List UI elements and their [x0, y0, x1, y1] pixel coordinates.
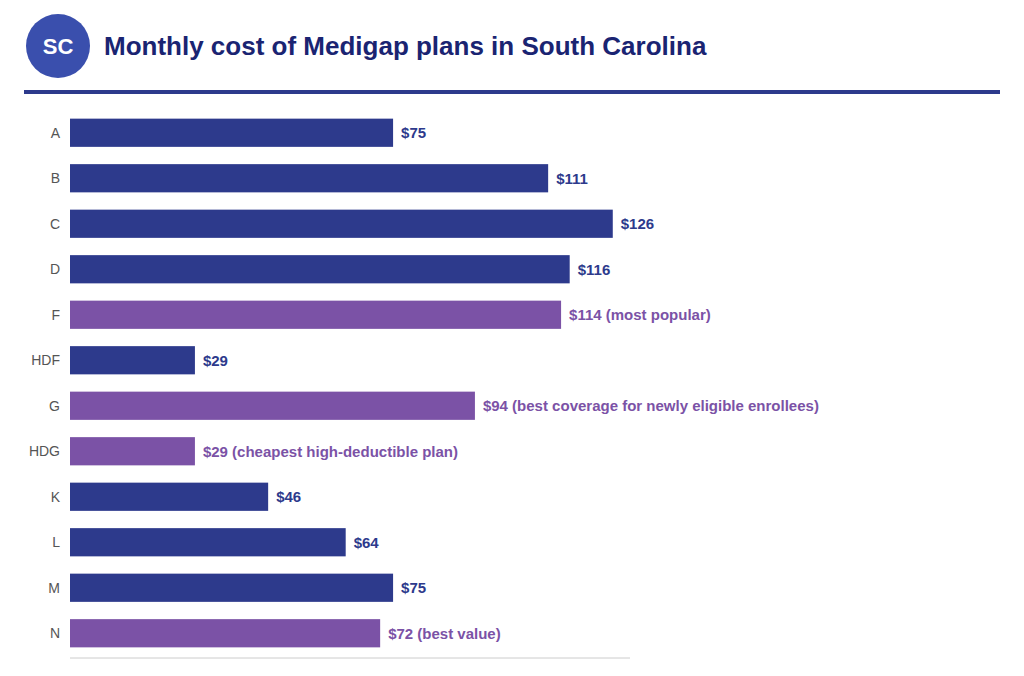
- y-tick-label: M: [48, 580, 60, 596]
- data-label: $94 (best coverage for newly eligible en…: [483, 397, 819, 414]
- bar: [70, 437, 195, 465]
- bar: [70, 574, 393, 602]
- chart-container: SC Monthly cost of Medigap plans in South…: [0, 0, 1024, 676]
- badge-circle: [26, 14, 90, 78]
- bar: [70, 301, 561, 329]
- y-tick-label: G: [49, 398, 60, 414]
- bar: [70, 619, 380, 647]
- data-label: $75: [401, 124, 426, 141]
- data-label: $29 (cheapest high-deductible plan): [203, 443, 458, 460]
- data-label: $46: [276, 488, 301, 505]
- y-tick-labels: A B C D F HDF G HDG K L M N: [29, 125, 61, 642]
- y-tick-label: C: [50, 216, 60, 232]
- header-rule: [24, 90, 1000, 94]
- y-tick-label: A: [51, 125, 61, 141]
- data-label: $64: [354, 534, 380, 551]
- bar: [70, 483, 268, 511]
- bar: [70, 346, 195, 374]
- bar: [70, 119, 393, 147]
- data-label: $116: [578, 261, 611, 278]
- y-tick-label: B: [51, 170, 60, 186]
- chart-svg: SC Monthly cost of Medigap plans in South…: [0, 0, 1024, 676]
- y-tick-label: F: [51, 307, 60, 323]
- header: SC Monthly cost of Medigap plans in South…: [24, 14, 1000, 94]
- badge-text: SC: [43, 34, 74, 59]
- data-labels: $75 $111 $126 $116 $114 (most popular) $29 $94…: [203, 124, 819, 642]
- bar: [70, 210, 613, 238]
- bar: [70, 528, 346, 556]
- bar: [70, 255, 570, 283]
- bar: [70, 392, 475, 420]
- y-tick-label: K: [51, 489, 61, 505]
- data-label: $114 (most popular): [569, 306, 711, 323]
- y-tick-label: HDG: [29, 443, 60, 459]
- bar: [70, 164, 548, 192]
- data-label: $29: [203, 352, 228, 369]
- data-label: $111: [556, 170, 588, 187]
- data-label: $72 (best value): [388, 625, 501, 642]
- bars: [70, 119, 613, 648]
- data-label: $75: [401, 579, 426, 596]
- title: Monthly cost of Medigap plans in South C…: [104, 31, 707, 61]
- y-tick-label: N: [50, 625, 60, 641]
- data-label: $126: [621, 215, 654, 232]
- y-tick-label: D: [50, 261, 60, 277]
- y-tick-label: HDF: [31, 352, 60, 368]
- y-tick-label: L: [52, 534, 60, 550]
- x-axis-line: [70, 658, 630, 659]
